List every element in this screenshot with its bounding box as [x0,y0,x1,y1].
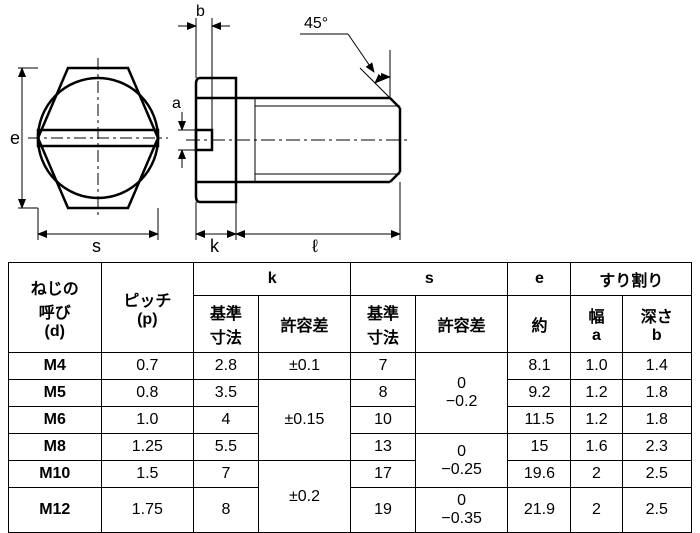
table-row: M5 0.8 3.5 ±0.15 8 9.2 1.2 1.8 [9,380,692,407]
label-b: b [196,3,205,20]
hex-head-view [28,58,168,218]
col-p: ピッチ(p) [101,263,194,353]
label-s: s [92,236,101,256]
col-k-nom: 基準寸法 [194,296,259,353]
col-k-tol: 許容差 [258,296,351,353]
col-e-approx: 約 [508,296,571,353]
label-angle: 45° [304,15,328,32]
label-e: e [10,128,20,148]
col-s: s [351,263,508,296]
table-row: M10 1.5 7 ±0.2 17 19.6 2 2.5 [9,461,692,488]
col-s-nom: 基準寸法 [351,296,416,353]
col-b: 深さb [622,296,691,353]
table-row: M6 1.0 4 10 11.5 1.2 1.8 [9,407,692,434]
col-k: k [194,263,351,296]
table-row: M12 1.75 8 19 0−0.35 21.9 2 2.5 [9,488,692,533]
bolt-side-view [186,78,410,202]
label-k: k [210,236,220,256]
label-a: a [172,95,181,112]
label-l: ℓ [312,236,318,256]
technical-drawing: e s b a k ℓ [0,0,700,260]
col-a: 幅a [571,296,622,353]
col-d: ねじの呼び(d) [9,263,102,353]
col-s-tol: 許容差 [415,296,508,353]
spec-table: ねじの呼び(d) ピッチ(p) k s e すり割り 基準寸法 許容差 基準寸法… [8,262,692,533]
col-slot: すり割り [571,263,692,296]
table-row: M4 0.7 2.8 ±0.1 7 0−0.2 8.1 1.0 1.4 [9,353,692,380]
col-e: e [508,263,571,296]
table-row: M8 1.25 5.5 13 0−0.25 15 1.6 2.3 [9,434,692,461]
